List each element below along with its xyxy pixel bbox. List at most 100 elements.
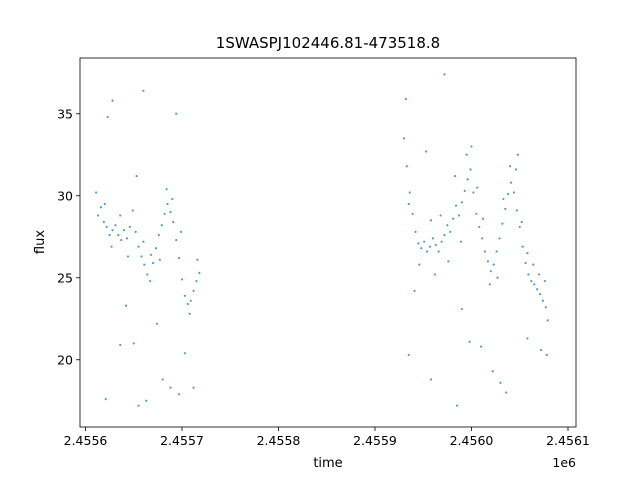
data-point: [431, 237, 434, 240]
data-point: [543, 279, 546, 283]
data-point: [417, 242, 420, 245]
data-point: [465, 153, 468, 156]
data-point: [488, 283, 491, 286]
data-point: [433, 273, 436, 276]
data-point: [157, 234, 160, 237]
data-point: [402, 137, 406, 140]
data-point: [414, 230, 417, 233]
y-tick-label: 25: [57, 270, 73, 285]
x-tick-label: 2.4559: [353, 433, 397, 448]
data-point: [196, 258, 199, 261]
data-point: [142, 240, 145, 243]
data-point: [505, 391, 508, 394]
data-point: [99, 206, 103, 209]
data-point: [105, 225, 108, 229]
data-point: [514, 168, 517, 171]
data-point: [137, 404, 140, 407]
data-point: [163, 212, 166, 215]
data-point: [161, 378, 164, 381]
data-point: [407, 353, 410, 356]
data-point: [452, 217, 455, 220]
data-point: [538, 293, 542, 296]
x-tick-label: 2.4561: [546, 433, 590, 448]
data-point: [536, 288, 539, 291]
data-point: [499, 381, 502, 384]
data-point: [149, 279, 152, 283]
data-point: [545, 353, 548, 356]
y-tick-label: 30: [57, 188, 73, 203]
data-point: [110, 245, 113, 248]
data-point: [453, 174, 457, 178]
data-point: [491, 370, 494, 373]
x-tick-label: 2.4556: [64, 433, 108, 448]
data-point: [541, 299, 545, 302]
data-point: [186, 302, 189, 306]
chart-title: 1SWASPJ102446.81-473518.8: [216, 34, 440, 52]
data-point: [166, 202, 169, 206]
x-axis-offset-label: 1e6: [552, 455, 576, 470]
data-point: [418, 263, 421, 266]
data-point: [502, 197, 505, 201]
data-point: [158, 258, 161, 261]
data-point: [443, 73, 446, 76]
x-tick-label: 2.4558: [257, 433, 301, 448]
data-point: [481, 237, 484, 240]
data-point: [526, 252, 529, 255]
data-point: [124, 304, 128, 307]
data-point: [151, 261, 155, 265]
data-point: [469, 168, 472, 171]
data-point: [172, 220, 175, 224]
data-point: [171, 197, 174, 201]
data-point: [480, 345, 483, 348]
data-point: [169, 386, 172, 389]
data-point: [515, 209, 518, 212]
data-point: [160, 224, 163, 227]
data-point: [457, 214, 461, 217]
data-point: [460, 307, 463, 311]
data-point: [155, 322, 159, 325]
data-point: [459, 240, 462, 243]
data-point: [103, 202, 106, 206]
data-point: [195, 279, 198, 283]
data-point: [423, 240, 426, 243]
data-point: [134, 230, 137, 233]
data-point: [411, 212, 414, 215]
data-point: [106, 115, 109, 119]
data-point: [183, 294, 186, 297]
y-tick-label: 35: [57, 106, 73, 121]
data-point: [192, 386, 195, 389]
data-point: [154, 247, 158, 250]
data-point: [128, 225, 131, 229]
x-tick-label: 2.4560: [450, 433, 494, 448]
data-point: [530, 279, 533, 283]
x-axis-label: time: [313, 456, 342, 471]
data-point: [405, 165, 408, 168]
data-point: [189, 299, 192, 302]
data-point: [447, 260, 450, 263]
data-point: [434, 243, 437, 247]
data-point: [546, 319, 549, 322]
data-point: [463, 189, 466, 192]
data-point: [143, 263, 146, 266]
data-point: [539, 348, 543, 352]
data-point: [495, 250, 498, 253]
data-point: [481, 217, 485, 220]
scatter-points: [95, 73, 549, 407]
data-point: [137, 245, 140, 248]
data-point: [108, 234, 111, 237]
data-point: [140, 255, 143, 258]
data-point: [470, 145, 473, 148]
data-point: [120, 238, 123, 242]
data-point: [145, 399, 148, 402]
data-point: [178, 256, 181, 260]
data-point: [512, 191, 516, 194]
data-point: [192, 289, 195, 292]
data-point: [437, 250, 440, 253]
data-point: [407, 202, 410, 206]
data-point: [420, 247, 423, 250]
data-point: [429, 378, 433, 381]
data-point: [119, 343, 122, 347]
data-point: [443, 234, 446, 237]
data-point: [498, 237, 501, 240]
